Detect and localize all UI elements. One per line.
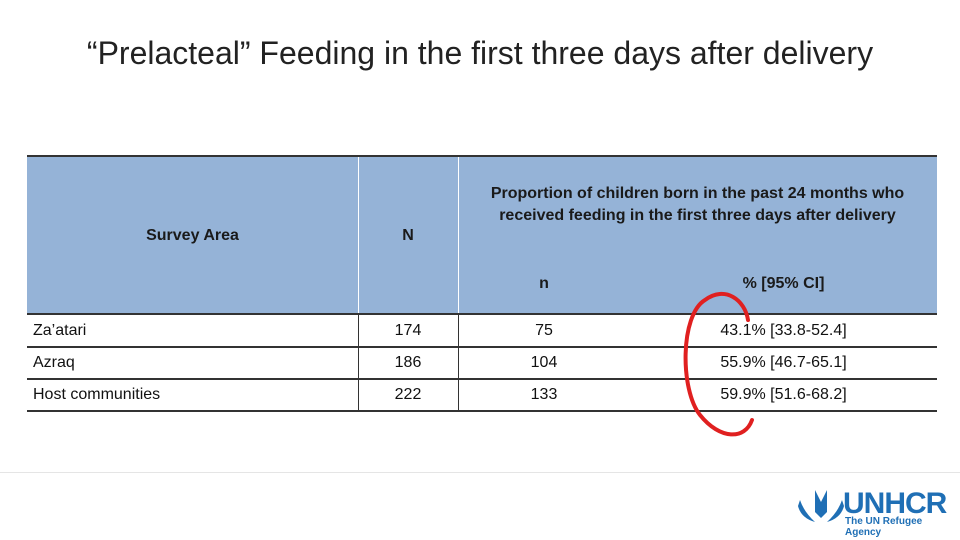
logo-tagline: The UN Refugee Agency [845,516,923,538]
header-pct: % [95% CI] [630,252,937,315]
cell-area: Host communities [33,386,161,403]
header-group: Proportion of children born in the past … [458,157,937,252]
logo-icon [798,490,844,522]
cell-pct: 55.9% [46.7-65.1] [720,354,847,371]
cell-pct: 59.9% [51.6-68.2] [720,386,847,403]
header-n: n [458,252,630,315]
slide-title: “Prelacteal” Feeding in the first three … [86,35,874,71]
divider [358,157,359,315]
cell-n-total: 186 [394,354,422,371]
row-rule [27,346,937,348]
cell-n: 104 [530,354,558,371]
footer-rule [0,472,960,473]
row-rule [27,378,937,380]
cell-area: Azraq [33,354,75,371]
cell-n-total: 174 [394,322,422,339]
divider [358,315,359,411]
divider [458,315,459,411]
rule [27,155,937,157]
row-rule [27,410,937,412]
logo-name: UNHCR [843,487,947,520]
header-area: Survey Area [27,157,358,315]
cell-n: 133 [530,386,558,403]
cell-area: Za’atari [33,322,87,339]
cell-n-total: 222 [394,386,422,403]
cell-n: 75 [535,322,553,339]
header-n-total: N [358,157,458,315]
row-rule [27,313,937,315]
cell-pct: 43.1% [33.8-52.4] [720,322,847,339]
divider [458,157,459,315]
